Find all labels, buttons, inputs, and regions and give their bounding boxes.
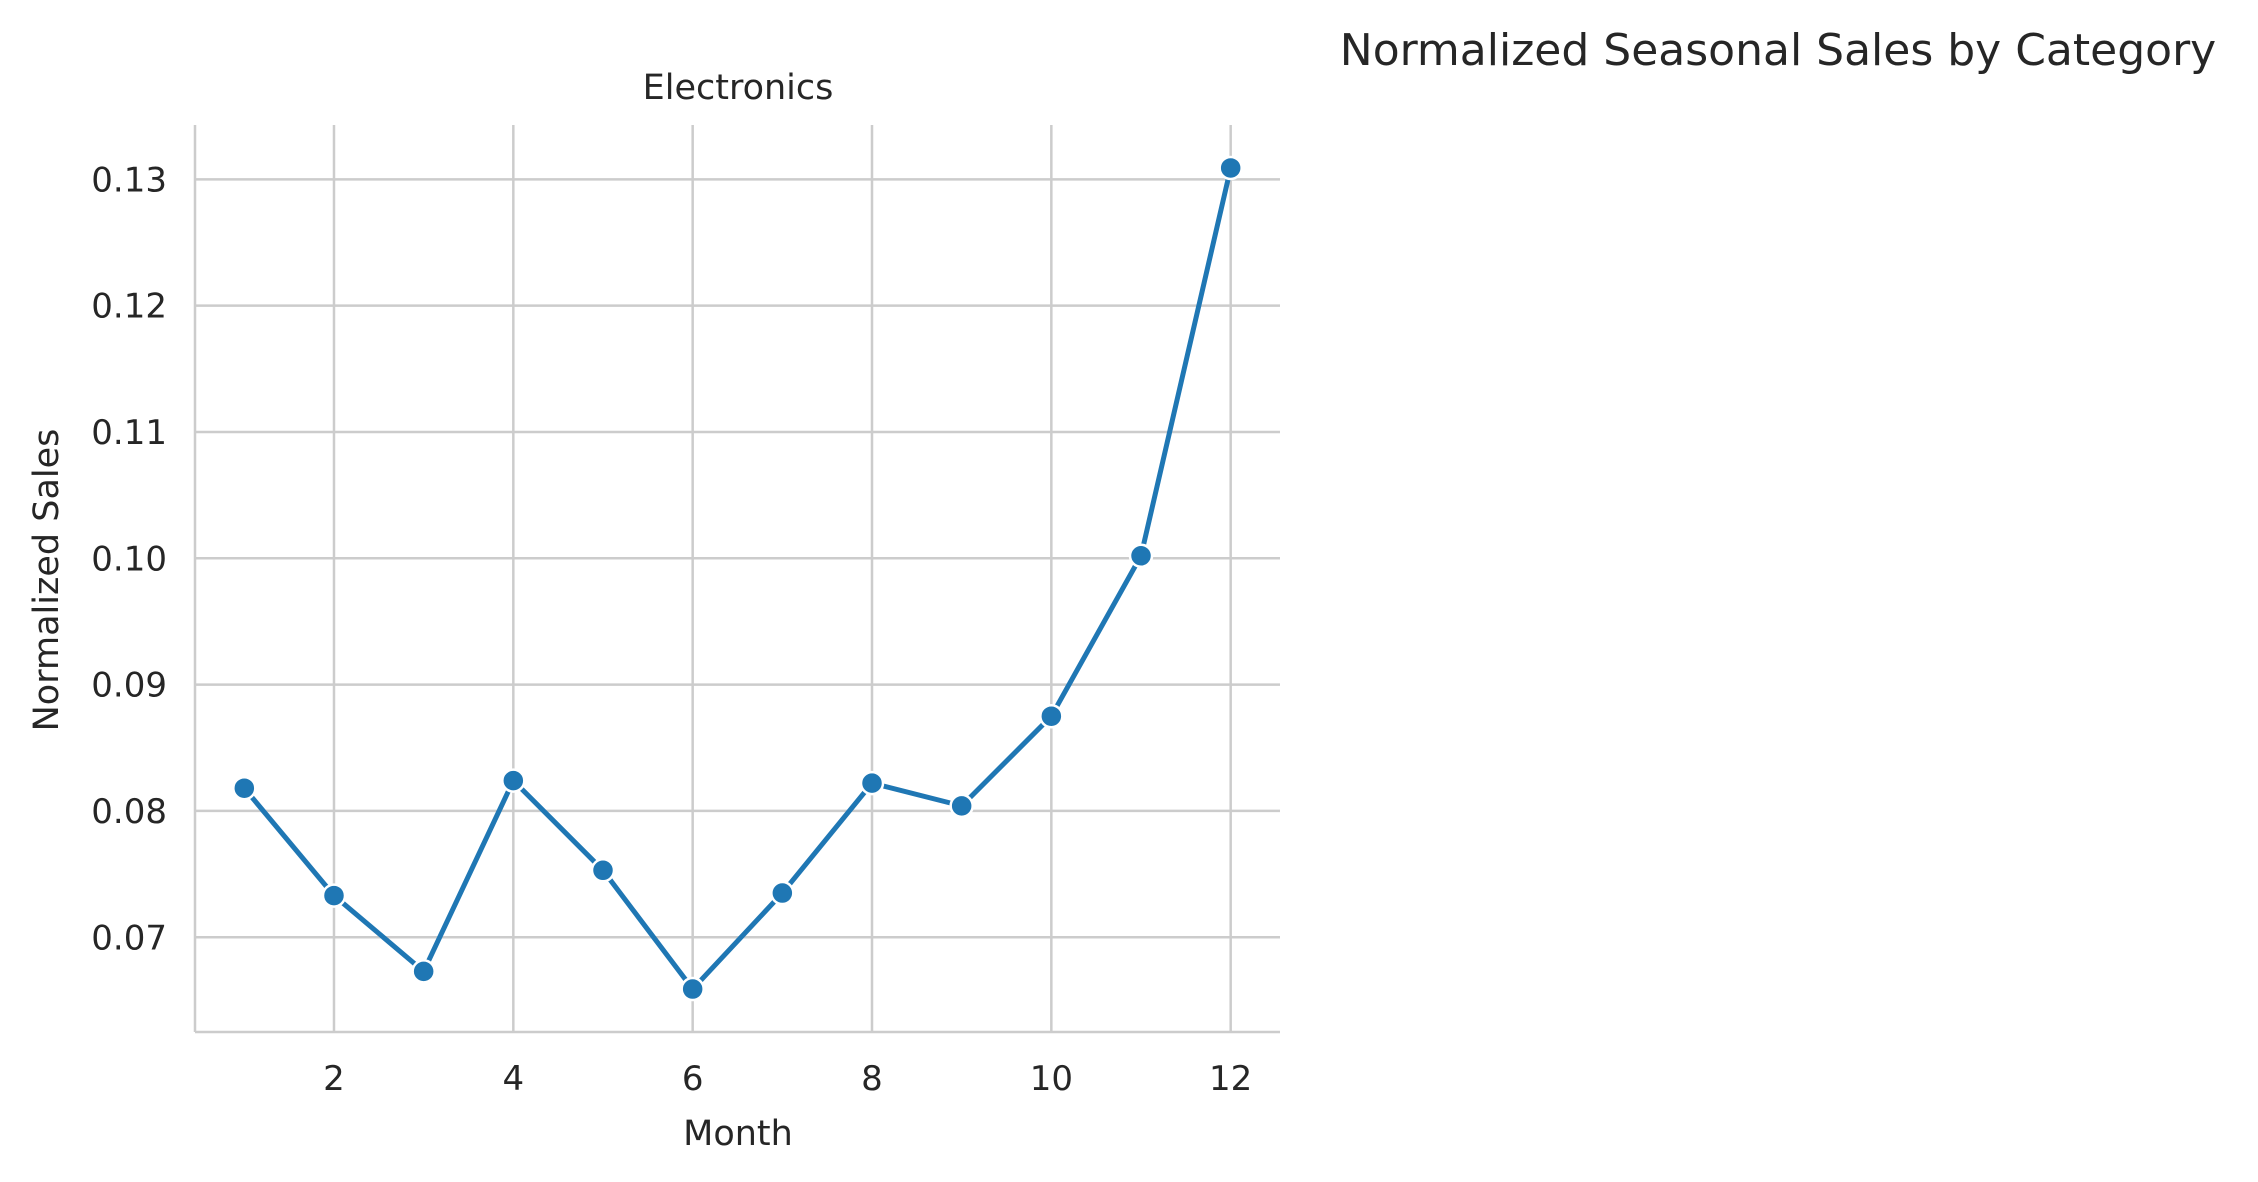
data-point-month-11 (1128, 543, 1154, 569)
chart-title: Normalized Seasonal Sales by Category (1340, 25, 2216, 76)
grid-lines (195, 125, 1280, 1032)
x-tick-label: 8 (861, 1059, 883, 1099)
x-axis-label: Month (683, 1114, 793, 1154)
series-group (232, 155, 1243, 1002)
y-tick-label: 0.09 (91, 666, 167, 706)
data-point-month-12 (1218, 155, 1243, 181)
x-tick-label: 6 (682, 1059, 704, 1099)
axes (193, 125, 1280, 1034)
y-tick-label: 0.07 (91, 918, 167, 958)
x-tick-label: 12 (1209, 1059, 1252, 1099)
data-point-month-8 (859, 770, 885, 796)
data-point-month-3 (411, 959, 436, 984)
y-tick-label: 0.11 (91, 413, 167, 453)
series-line (241, 165, 1234, 992)
y-tick-label: 0.08 (91, 792, 167, 832)
data-point-month-7 (770, 880, 795, 906)
y-tick-label: 0.13 (91, 160, 167, 200)
data-point-month-4 (501, 768, 526, 793)
data-point-month-5 (590, 858, 616, 883)
data-point-month-2 (321, 883, 347, 908)
data-point-month-9 (949, 793, 974, 819)
y-tick-labels: 0.07 0.08 0.09 0.10 0.11 0.12 0.13 (91, 160, 167, 958)
data-point-month-1 (232, 775, 257, 801)
x-tick-label: 4 (503, 1059, 525, 1099)
y-axis-label: Normalized Sales (27, 429, 67, 732)
y-tick-label: 0.12 (91, 287, 167, 327)
y-tick-label: 0.10 (91, 539, 167, 579)
data-point-month-10 (1039, 703, 1064, 729)
x-tick-label: 10 (1030, 1059, 1073, 1099)
data-point-month-6 (680, 976, 705, 1002)
facet-title: Electronics (643, 68, 834, 108)
x-tick-label: 2 (323, 1059, 345, 1099)
x-tick-labels: 2 4 6 8 10 12 (323, 1059, 1252, 1099)
